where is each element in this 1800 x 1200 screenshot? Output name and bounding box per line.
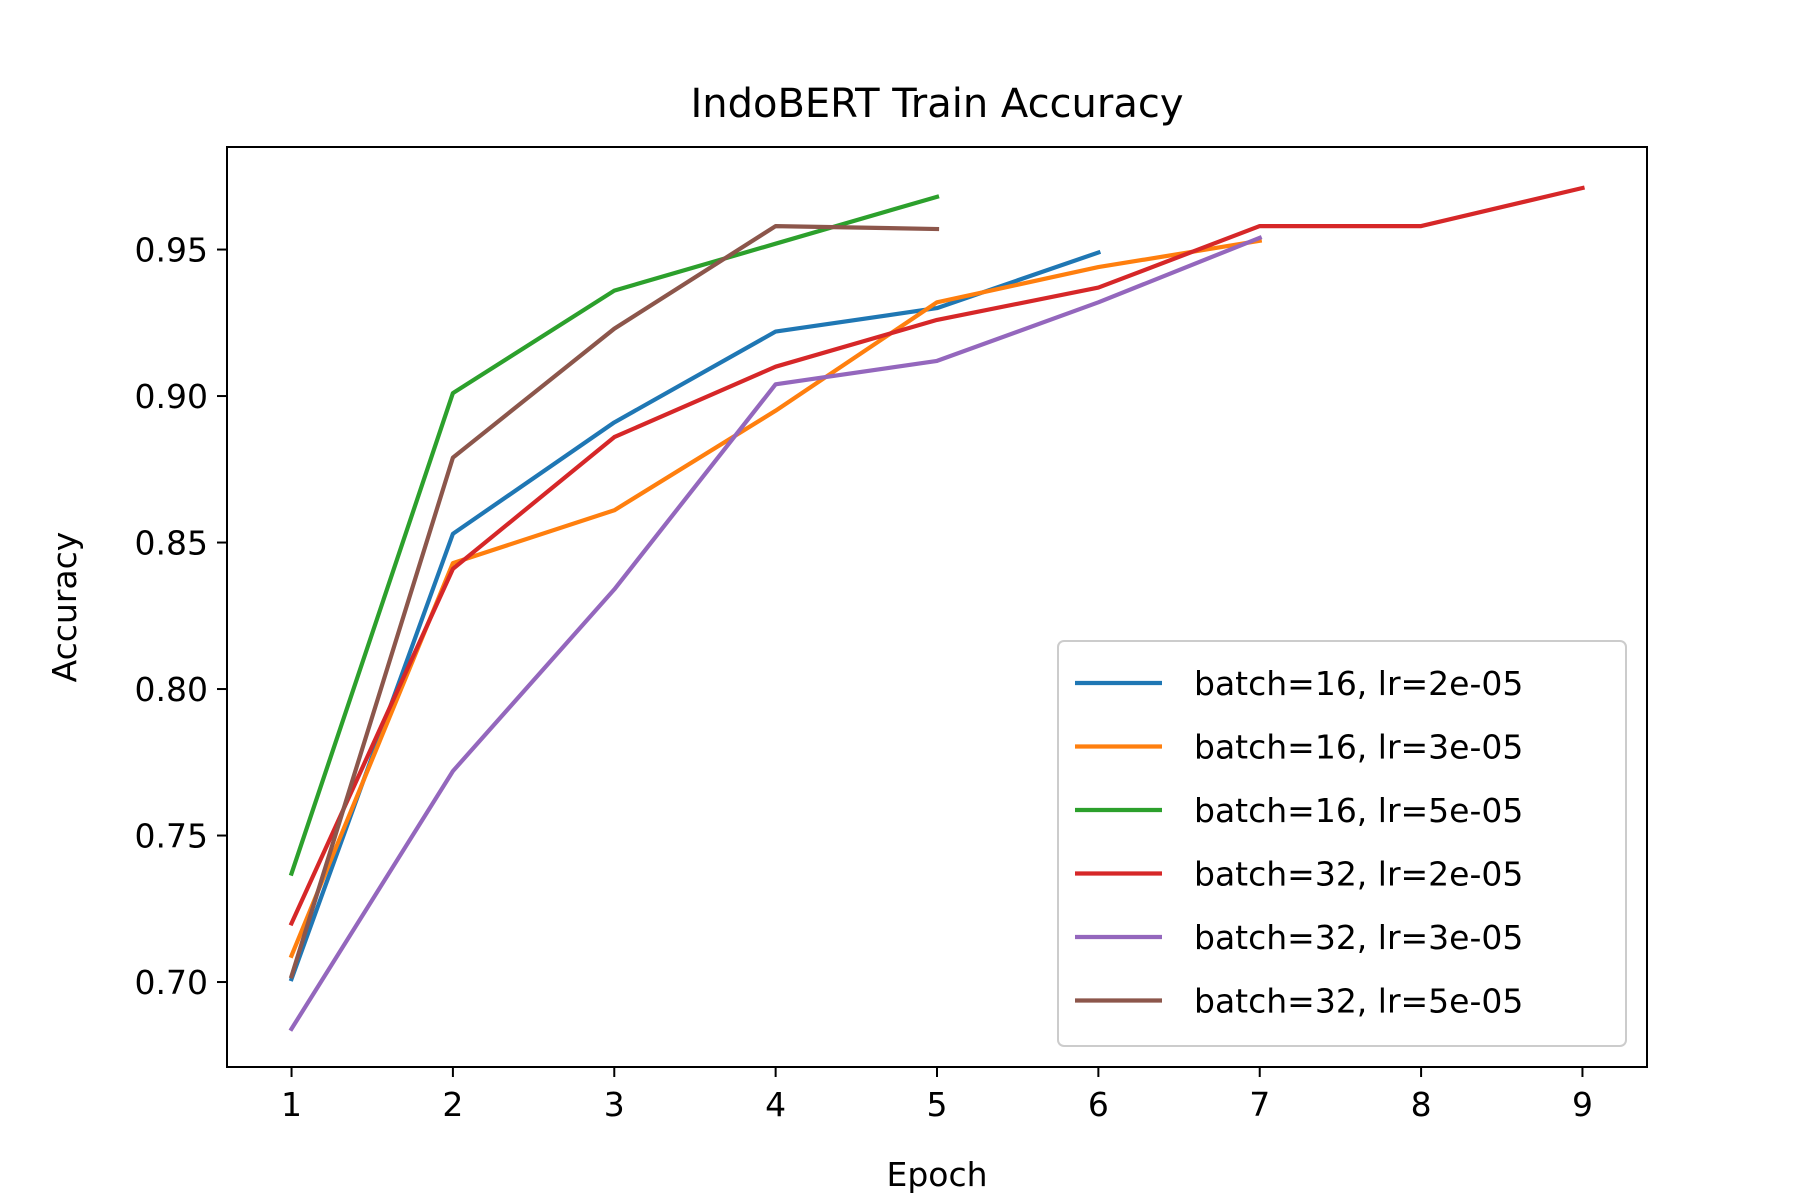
- y-tick-label: 0.75: [135, 817, 208, 856]
- legend: batch=16, lr=2e-05 batch=16, lr=3e-05 batc…: [1057, 640, 1627, 1047]
- x-tick-label: 9: [1572, 1085, 1593, 1124]
- y-tick-label: 0.70: [135, 963, 208, 1002]
- series-line: [288, 235, 1263, 1032]
- y-tick-label: 0.95: [135, 231, 208, 270]
- x-tick-label: 6: [1088, 1085, 1109, 1124]
- chart-title: IndoBERT Train Accuracy: [690, 81, 1183, 127]
- legend-label: batch=32, lr=2e-05: [1194, 855, 1523, 894]
- legend-label: batch=32, lr=3e-05: [1194, 918, 1523, 957]
- y-axis-label: Accuracy: [45, 532, 84, 683]
- legend-label: batch=32, lr=5e-05: [1194, 982, 1523, 1021]
- x-tick-label: 8: [1411, 1085, 1432, 1124]
- series-line: [288, 249, 1102, 982]
- x-tick-label: 5: [927, 1085, 948, 1124]
- x-tick-label: 2: [442, 1085, 463, 1124]
- legend-label: batch=16, lr=5e-05: [1194, 791, 1523, 830]
- y-tick-label: 0.85: [135, 524, 208, 563]
- series-line: [288, 185, 1586, 927]
- y-tick-label: 0.90: [135, 377, 208, 416]
- x-tick-label: 3: [604, 1085, 625, 1124]
- x-axis-ticks: 1 2 3 4 5 6 7 8 9: [281, 1067, 1593, 1124]
- legend-label: batch=16, lr=3e-05: [1194, 728, 1523, 767]
- legend-label: batch=16, lr=2e-05: [1194, 664, 1523, 703]
- x-tick-label: 4: [765, 1085, 786, 1124]
- x-tick-label: 1: [281, 1085, 302, 1124]
- series-line: [288, 238, 1263, 959]
- series-line: [288, 194, 940, 877]
- x-axis-label: Epoch: [886, 1155, 987, 1194]
- plot-lines: [288, 185, 1586, 1032]
- series-line: [288, 224, 940, 979]
- x-tick-label: 7: [1249, 1085, 1270, 1124]
- y-axis-ticks: 0.70 0.75 0.80 0.85 0.90 0.95: [135, 231, 227, 1002]
- legend-box: [1057, 640, 1627, 1047]
- y-tick-label: 0.80: [135, 670, 208, 709]
